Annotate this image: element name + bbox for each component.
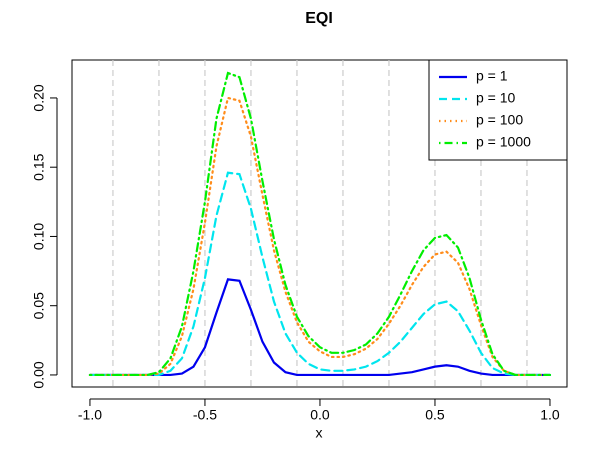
series-line <box>88 96 552 377</box>
x-tick-label: -0.5 <box>193 407 217 423</box>
series-line <box>88 278 552 377</box>
x-tick-label: -1.0 <box>78 407 102 423</box>
chart-title: EQI <box>305 10 333 27</box>
legend-label: p = 1 <box>476 68 508 84</box>
y-tick-label: 0.20 <box>31 84 47 111</box>
y-tick-label: 0.10 <box>31 223 47 250</box>
x-tick-label: 1.0 <box>540 407 560 423</box>
y-tick-label: 0.15 <box>31 153 47 180</box>
legend-label: p = 10 <box>476 90 516 106</box>
x-tick-label: 0.5 <box>425 407 445 423</box>
y-tick-label: 0.05 <box>31 292 47 319</box>
legend-label: p = 100 <box>476 112 523 128</box>
x-axis-label: x <box>316 425 323 441</box>
legend-label: p = 1000 <box>476 134 531 150</box>
plot-box <box>71 59 568 388</box>
series-line <box>88 171 552 377</box>
y-tick-label: 0.00 <box>31 361 47 388</box>
x-tick-label: 0.0 <box>310 407 330 423</box>
series-line <box>88 71 552 377</box>
